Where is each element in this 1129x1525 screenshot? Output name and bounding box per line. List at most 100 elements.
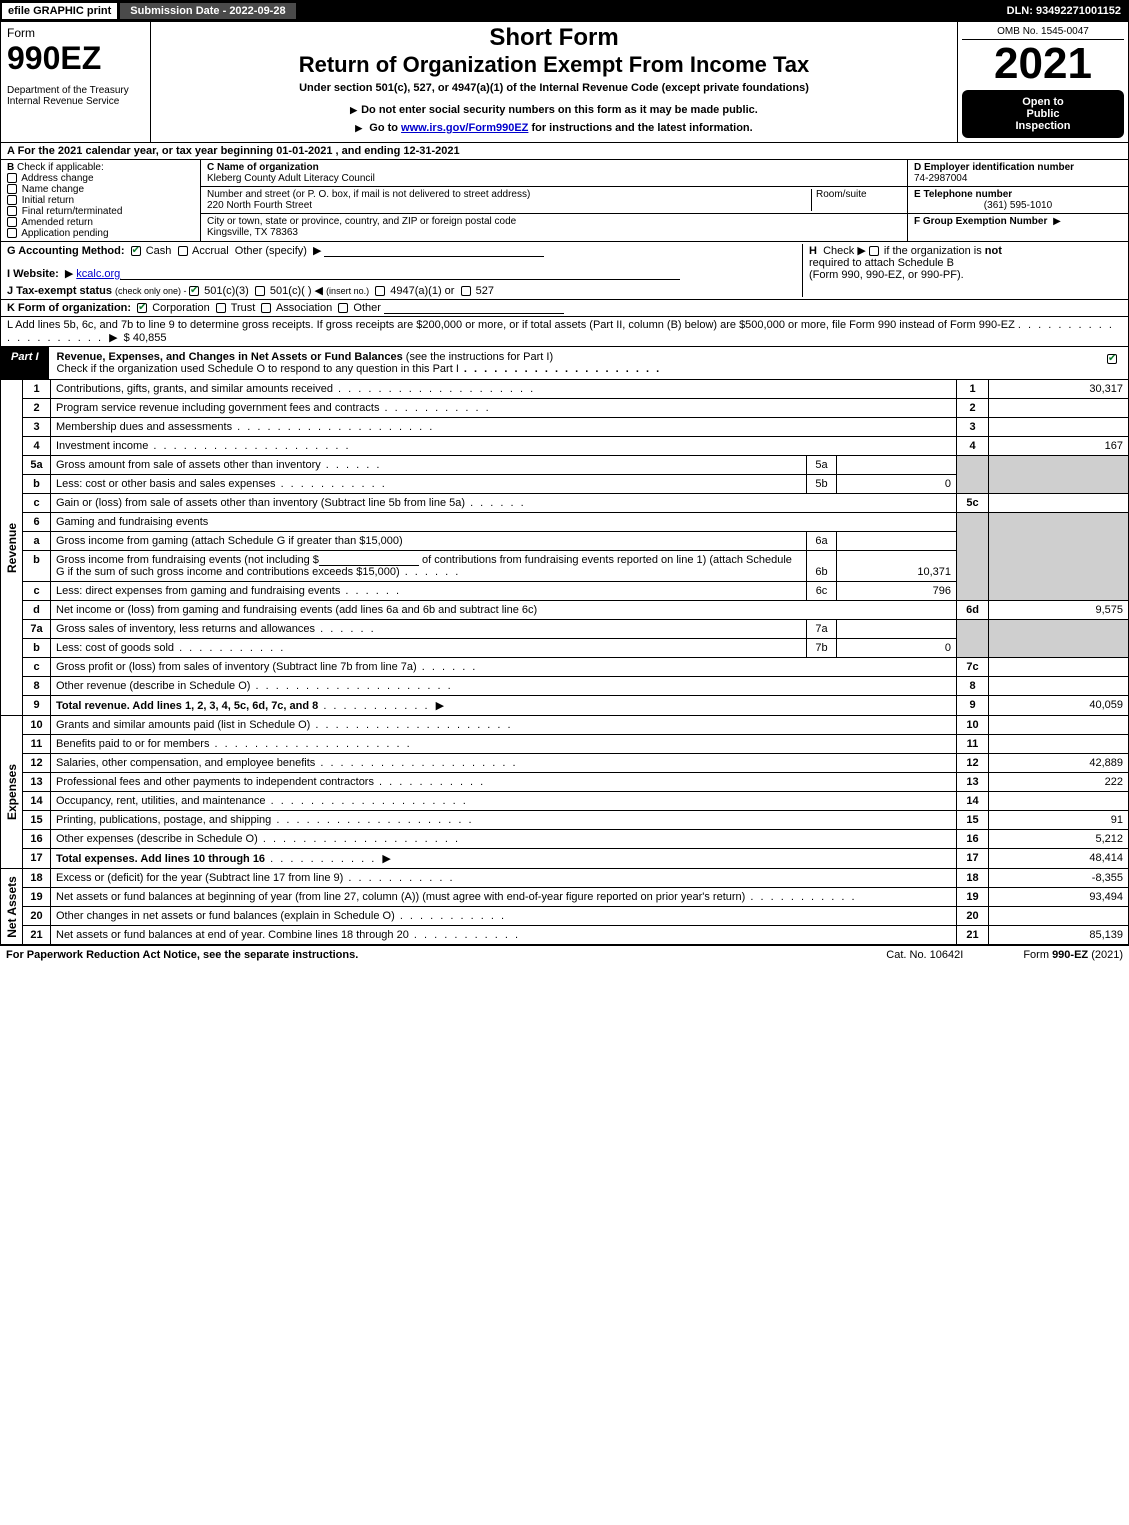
l16-val: 5,212	[989, 830, 1129, 849]
l6a-desc: Gross income from gaming (attach Schedul…	[56, 535, 403, 547]
l5c-val	[989, 494, 1129, 513]
form-title-block: Short Form Return of Organization Exempt…	[151, 22, 958, 142]
box-c: C Name of organization Kleberg County Ad…	[201, 160, 908, 241]
part1-title: Revenue, Expenses, and Changes in Net As…	[49, 347, 1098, 379]
revenue-table: 1Contributions, gifts, grants, and simil…	[22, 380, 1129, 716]
l19-desc: Net assets or fund balances at beginning…	[56, 891, 745, 903]
page-footer: For Paperwork Reduction Act Notice, see …	[0, 945, 1129, 964]
chk-name-change[interactable]	[7, 184, 17, 194]
chk-cash[interactable]	[131, 246, 141, 256]
header-grid: B Check if applicable: Address change Na…	[0, 160, 1129, 242]
opt-trust: Trust	[231, 302, 256, 314]
l3-desc: Membership dues and assessments	[56, 421, 232, 433]
line-4: 4Investment income4167	[23, 437, 1129, 456]
part1-title-text: Revenue, Expenses, and Changes in Net As…	[57, 351, 403, 363]
opt-501c3: 501(c)(3)	[204, 285, 249, 297]
line-11: 11Benefits paid to or for members11	[23, 735, 1129, 754]
line-13: 13Professional fees and other payments t…	[23, 773, 1129, 792]
other-org-input[interactable]	[384, 302, 564, 314]
chk-initial-return[interactable]	[7, 195, 17, 205]
l2-desc: Program service revenue including govern…	[56, 402, 379, 414]
line-7c: cGross profit or (loss) from sales of in…	[23, 658, 1129, 677]
website-link[interactable]: kcalc.org	[76, 268, 120, 280]
footer-center: Cat. No. 10642I	[886, 949, 963, 961]
box-b: B Check if applicable: Address change Na…	[1, 160, 201, 241]
efile-print-button[interactable]: efile GRAPHIC print	[2, 3, 117, 19]
dots	[174, 642, 285, 654]
l18-val: -8,355	[989, 869, 1129, 888]
chk-501c3[interactable]	[189, 286, 199, 296]
chk-accrual[interactable]	[178, 246, 188, 256]
chk-4947[interactable]	[375, 286, 385, 296]
line-6d: dNet income or (loss) from gaming and fu…	[23, 601, 1129, 620]
chk-part1-scho[interactable]	[1107, 354, 1117, 364]
arrow-icon	[1050, 216, 1064, 227]
l3-val	[989, 418, 1129, 437]
line-9: 9Total revenue. Add lines 1, 2, 3, 4, 5c…	[23, 696, 1129, 716]
tax-year: 2021	[962, 40, 1124, 88]
chk-h[interactable]	[869, 246, 879, 256]
box-e: E Telephone number (361) 595-1010	[908, 187, 1128, 214]
chk-final-return[interactable]	[7, 206, 17, 216]
l-amount: $ 40,855	[124, 332, 167, 344]
h-pre: Check ▶	[823, 245, 869, 257]
chk-other-org[interactable]	[338, 303, 348, 313]
chk-amended-return[interactable]	[7, 217, 17, 227]
line-15: 15Printing, publications, postage, and s…	[23, 811, 1129, 830]
h-line2: required to attach Schedule B	[809, 257, 954, 269]
chk-trust[interactable]	[216, 303, 226, 313]
l20-desc: Other changes in net assets or fund bala…	[56, 910, 395, 922]
row-gh: G Accounting Method: Cash Accrual Other …	[0, 242, 1129, 300]
l4-val: 167	[989, 437, 1129, 456]
chk-application-pending[interactable]	[7, 228, 17, 238]
org-name: Kleberg County Adult Literacy Council	[207, 173, 375, 184]
dots	[318, 700, 429, 712]
chk-527[interactable]	[461, 286, 471, 296]
chk-address-change[interactable]	[7, 173, 17, 183]
dots	[265, 853, 376, 865]
l21-desc: Net assets or fund balances at end of ye…	[56, 929, 409, 941]
line-14: 14Occupancy, rent, utilities, and mainte…	[23, 792, 1129, 811]
header-right: OMB No. 1545-0047 2021 Open to Public In…	[958, 22, 1128, 142]
chk-corporation[interactable]	[137, 303, 147, 313]
dots	[315, 623, 376, 635]
opt-corporation: Corporation	[152, 302, 209, 314]
line-18: 18Excess or (deficit) for the year (Subt…	[23, 869, 1129, 888]
line-21: 21Net assets or fund balances at end of …	[23, 926, 1129, 945]
l12-desc: Salaries, other compensation, and employ…	[56, 757, 315, 769]
dots	[374, 776, 485, 788]
dots	[209, 738, 411, 750]
other-specify-input[interactable]	[324, 245, 544, 257]
addr-label: Number and street (or P. O. box, if mail…	[207, 189, 530, 200]
dots	[409, 929, 520, 941]
line-17: 17Total expenses. Add lines 10 through 1…	[23, 849, 1129, 869]
submission-date-button[interactable]: Submission Date - 2022-09-28	[119, 2, 296, 20]
part1-bar: Part I Revenue, Expenses, and Changes in…	[0, 347, 1129, 380]
l4-desc: Investment income	[56, 440, 148, 452]
form-header: Form 990EZ Department of the Treasury In…	[0, 22, 1129, 143]
line-5c: cGain or (loss) from sale of assets othe…	[23, 494, 1129, 513]
chk-association[interactable]	[261, 303, 271, 313]
l18-desc: Excess or (deficit) for the year (Subtra…	[56, 872, 343, 884]
h-post: if the organization is	[881, 245, 985, 257]
opt-501c: 501(c)( )	[270, 285, 312, 297]
chk-501c[interactable]	[255, 286, 265, 296]
l8-val	[989, 677, 1129, 696]
form-number: 990EZ	[7, 40, 144, 77]
expenses-section: Expenses 10Grants and similar amounts pa…	[0, 716, 1129, 869]
dots	[333, 383, 535, 395]
footer-left: For Paperwork Reduction Act Notice, see …	[6, 949, 886, 961]
irs-link[interactable]: www.irs.gov/Form990EZ	[401, 122, 528, 134]
l7c-desc: Gross profit or (loss) from sales of inv…	[56, 661, 417, 673]
l7a-desc: Gross sales of inventory, less returns a…	[56, 623, 315, 635]
box-f: F Group Exemption Number	[908, 214, 1128, 241]
box-b-label: Check if applicable:	[17, 162, 104, 173]
footer-r-post: (2021)	[1088, 949, 1123, 961]
footer-r-bold: 990-EZ	[1052, 949, 1088, 961]
l6b-blank[interactable]	[319, 554, 419, 566]
dots	[266, 795, 468, 807]
row-h: H Check ▶ if the organization is not req…	[802, 244, 1122, 297]
l5a-mval	[837, 456, 957, 475]
box-c-label: C Name of organization	[207, 162, 319, 173]
h-line3: (Form 990, 990-EZ, or 990-PF).	[809, 269, 964, 281]
